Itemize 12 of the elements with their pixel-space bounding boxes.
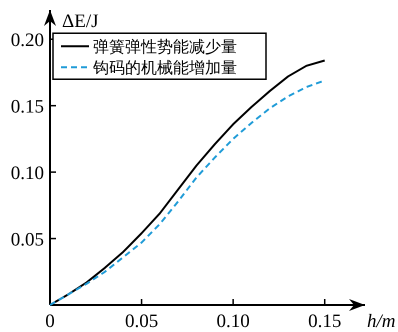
legend-label: 钩码的机械能增加量: [92, 59, 237, 78]
x-tick-label: 0.10: [216, 311, 250, 332]
y-axis-title: ΔE/J: [62, 11, 98, 32]
y-tick-label: 0.05: [10, 230, 44, 251]
y-tick-label: 0.15: [10, 96, 44, 118]
x-tick-label: 0: [45, 311, 55, 332]
y-tick-label: 0.10: [10, 163, 44, 184]
legend-label: 弹簧弹性势能减少量: [93, 38, 237, 56]
x-axis-title: h/m: [367, 311, 396, 332]
y-tick-label: 0.20: [10, 30, 44, 52]
x-tick-label: 0.15: [308, 311, 342, 332]
x-tick-label: 0.05: [124, 311, 158, 332]
